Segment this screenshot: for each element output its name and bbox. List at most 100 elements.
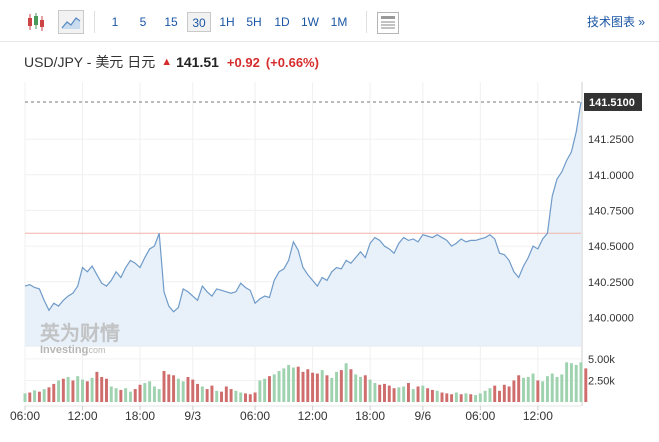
- timeframe-1w[interactable]: 1W: [301, 15, 319, 29]
- timeframe-5[interactable]: 5: [139, 15, 147, 29]
- volume-bar: [272, 374, 276, 402]
- volume-bar: [200, 386, 204, 402]
- volume-bar: [426, 388, 430, 402]
- volume-bar: [450, 394, 454, 402]
- volume-bar: [330, 377, 334, 402]
- volume-bar: [411, 389, 415, 402]
- volume-bar: [397, 387, 401, 402]
- volume-bar: [311, 372, 315, 402]
- grid: [24, 82, 583, 410]
- volume-bar: [57, 380, 61, 402]
- volume-bar: [296, 366, 300, 402]
- volume-bar: [138, 384, 142, 402]
- volume-bar: [186, 377, 190, 402]
- watermark-cn: 英为财情: [40, 321, 120, 345]
- timeframe-30[interactable]: 30: [187, 12, 211, 32]
- volume-bar: [239, 392, 243, 402]
- volume-bar: [584, 368, 588, 402]
- y-tick-label: 140.0000: [588, 312, 634, 324]
- volume-bar: [47, 387, 51, 402]
- volume-bar: [498, 390, 501, 402]
- volume-bar: [368, 379, 372, 402]
- volume-bar: [301, 371, 305, 402]
- y-tick-label: 140.2500: [588, 277, 634, 289]
- volume-bar: [291, 367, 295, 402]
- volume-bar: [454, 392, 458, 402]
- volume-bar: [33, 390, 37, 402]
- toolbar-divider: [94, 11, 95, 33]
- volume-bar: [76, 376, 80, 402]
- x-tick-label: 06:00: [240, 409, 270, 423]
- x-tick-label: 06:00: [465, 409, 495, 423]
- volume-bar: [574, 364, 578, 402]
- volume-bar: [339, 370, 343, 402]
- timeframe-15[interactable]: 15: [164, 15, 178, 29]
- volume-bar: [406, 383, 410, 402]
- price-area: [24, 101, 582, 346]
- volume-bar: [541, 381, 545, 402]
- volume-bar: [507, 386, 511, 402]
- volume-bar: [23, 393, 27, 402]
- volume-bar: [28, 392, 32, 402]
- area-chart-icon[interactable]: [58, 10, 84, 34]
- timeframe-1m[interactable]: 1M: [330, 15, 348, 29]
- volume-tick-label: 5.00k: [588, 354, 615, 366]
- volume-bar: [176, 378, 180, 402]
- volume-bar: [85, 381, 89, 402]
- volume-bar: [378, 384, 382, 402]
- volume-bar: [383, 383, 386, 402]
- volume-bar: [258, 380, 262, 402]
- volume-bar: [555, 377, 559, 402]
- volume-bar: [464, 393, 468, 402]
- x-tick-label: 06:00: [10, 409, 40, 423]
- volume-bar: [325, 375, 329, 402]
- timeframe-1d[interactable]: 1D: [274, 15, 290, 29]
- volume-bar: [124, 388, 128, 402]
- volume-bar: [229, 389, 233, 402]
- volume-bar: [421, 385, 425, 402]
- volume-bar: [42, 389, 46, 402]
- volume-bar: [315, 373, 319, 402]
- price-change: +0.92: [226, 54, 260, 70]
- volume-bar: [196, 383, 200, 402]
- volume-bar: [493, 385, 497, 402]
- volume-bar: [359, 377, 362, 402]
- volume-bar: [440, 392, 444, 402]
- timeframe-5h[interactable]: 5H: [246, 15, 262, 29]
- volume-bar: [220, 391, 223, 402]
- volume-bar: [244, 393, 247, 402]
- volume-bar: [430, 389, 434, 402]
- volume-bar: [277, 370, 281, 402]
- volume-bar: [565, 362, 569, 402]
- quote-header: USD/JPY - 美元 日元 ▲ 141.51 +0.92 (+0.66%): [24, 52, 319, 72]
- volume-bar: [181, 381, 185, 402]
- x-tick-label: 9/6: [414, 409, 431, 423]
- volume-bar: [469, 394, 473, 402]
- volume-bar: [522, 377, 525, 402]
- chart-settings-icon[interactable]: [377, 12, 399, 34]
- price-change-percent: (+0.66%): [265, 54, 319, 70]
- x-tick-label: 12:00: [523, 409, 553, 423]
- volume-bar: [287, 364, 291, 402]
- chart-toolbar: 1 5 15 30 1H 5H 1D 1W 1M 技术图表 »: [0, 0, 659, 42]
- candlestick-icon[interactable]: [24, 10, 48, 34]
- timeframe-1h[interactable]: 1H: [219, 15, 235, 29]
- volume-bar: [66, 377, 70, 402]
- volume-bars: [23, 362, 588, 402]
- volume-bar: [387, 385, 391, 402]
- volume-bar: [114, 388, 118, 402]
- up-arrow-icon: ▲: [161, 56, 173, 68]
- volume-bar: [133, 389, 137, 402]
- volume-bar: [205, 389, 209, 402]
- timeframe-1[interactable]: 1: [111, 15, 119, 29]
- volume-bar: [234, 390, 238, 402]
- technical-chart-link[interactable]: 技术图表 »: [586, 15, 645, 29]
- price-line: [24, 101, 582, 313]
- volume-bar: [402, 386, 406, 402]
- volume-bar: [502, 384, 506, 402]
- volume-bar: [445, 393, 449, 402]
- volume-bar: [71, 380, 75, 402]
- volume-bar: [100, 377, 104, 402]
- volume-bar: [81, 379, 84, 402]
